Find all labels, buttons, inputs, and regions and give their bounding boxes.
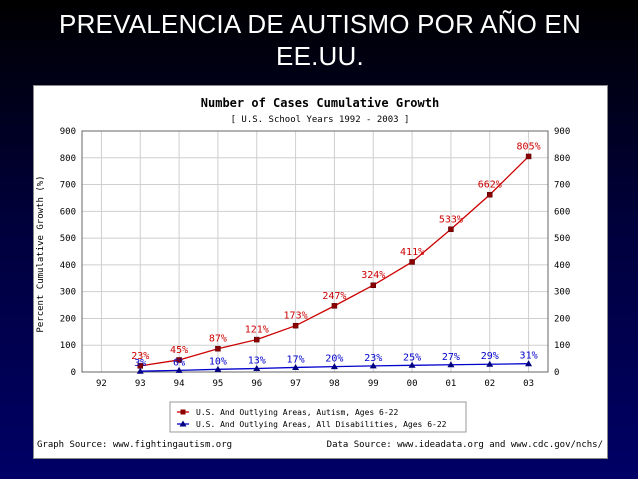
data-label: 533%: [439, 214, 463, 225]
y-tick-label-right: 200: [554, 314, 570, 324]
y-tick-label-right: 700: [554, 181, 570, 191]
y-tick-label-right: 500: [554, 234, 570, 244]
x-tick-label: 97: [290, 379, 301, 389]
series-point: [253, 365, 261, 372]
series-point: [176, 357, 182, 363]
y-tick-label-right: 800: [554, 154, 570, 164]
series-point: [331, 303, 338, 309]
data-label: 805%: [517, 141, 541, 152]
graph-source: Graph Source: www.fightingautism.org: [37, 440, 232, 450]
y-tick-label-left: 0: [71, 368, 76, 378]
data-label: 121%: [245, 325, 269, 336]
y-tick-label-right: 0: [554, 368, 559, 378]
x-tick-label: 95: [212, 379, 223, 389]
x-tick-label: 01: [445, 379, 456, 389]
y-tick-label-right: 300: [554, 288, 570, 298]
series-point: [409, 259, 415, 265]
data-label: 3%: [134, 358, 146, 369]
series-point: [448, 226, 454, 233]
x-tick-label: 93: [135, 379, 146, 389]
legend-box: [169, 401, 467, 433]
data-label: 87%: [209, 334, 227, 345]
data-label: 45%: [170, 345, 188, 356]
legend-entry: U.S. And Outlying Areas, All Disabilitie…: [196, 420, 447, 429]
y-tick-label-left: 600: [60, 207, 76, 217]
y-tick-label-right: 900: [554, 127, 570, 137]
data-label: 247%: [322, 291, 346, 302]
series-point: [408, 361, 416, 368]
y-tick-label-right: 600: [554, 207, 570, 217]
data-label: 25%: [403, 352, 421, 363]
x-tick-label: 94: [174, 379, 185, 389]
legend-marker: [179, 420, 187, 427]
series-point: [292, 363, 300, 370]
data-label: 23%: [364, 353, 382, 364]
chart-panel: Number of Cases Cumulative Growth [ U.S.…: [33, 85, 608, 459]
plot-border: [81, 130, 549, 373]
x-tick-label: 00: [407, 379, 418, 389]
data-label: 411%: [400, 247, 424, 258]
data-label: 23%: [131, 351, 149, 362]
series-point: [370, 282, 376, 288]
series-point: [486, 360, 494, 367]
data-label: 324%: [361, 270, 385, 281]
data-label: 10%: [209, 356, 227, 367]
x-tick-label: 96: [251, 379, 262, 389]
series-point: [330, 363, 338, 370]
series-point: [525, 360, 533, 367]
data-label: 20%: [325, 354, 343, 365]
data-label: 6%: [173, 357, 185, 368]
data-label: 29%: [481, 351, 499, 362]
series-point: [175, 366, 183, 373]
x-tick-label: 03: [523, 379, 534, 389]
data-label: 173%: [284, 311, 308, 322]
data-label: 31%: [520, 351, 538, 362]
y-tick-label-right: 100: [554, 341, 570, 351]
y-tick-label-left: 400: [60, 261, 76, 271]
x-tick-label: 99: [368, 379, 379, 389]
plot-area: [82, 131, 548, 372]
x-tick-label: 02: [484, 379, 495, 389]
data-label: 662%: [478, 180, 502, 191]
legend-marker: [180, 409, 186, 415]
series-point: [487, 191, 493, 198]
y-tick-label-left: 200: [60, 314, 76, 324]
series-point: [136, 367, 144, 374]
data-label: 13%: [248, 356, 266, 367]
cumulative-growth-chart: Number of Cases Cumulative Growth [ U.S.…: [36, 96, 603, 450]
series-point: [369, 362, 377, 369]
series-point: [215, 345, 221, 352]
data-source: Data Source: www.ideadata.org and www.cd…: [327, 440, 603, 450]
chart-title: Number of Cases Cumulative Growth: [201, 96, 439, 110]
y-tick-label-left: 100: [60, 341, 76, 351]
y-tick-label-left: 900: [60, 127, 76, 137]
series-point: [447, 361, 455, 368]
series-point: [254, 336, 260, 343]
y-tick-label-left: 300: [60, 288, 76, 298]
y-tick-label-left: 700: [60, 181, 76, 191]
y-axis-label: Percent Cumulative Growth (%): [36, 175, 46, 332]
y-tick-label-right: 400: [554, 261, 570, 271]
x-tick-label: 92: [96, 379, 107, 389]
x-tick-label: 98: [329, 379, 340, 389]
data-label: 27%: [442, 352, 460, 363]
data-label: 17%: [287, 354, 305, 365]
series-point: [292, 322, 299, 329]
series-point: [525, 153, 532, 160]
chart-subtitle: [ U.S. School Years 1992 - 2003 ]: [231, 115, 410, 125]
series-point: [214, 365, 222, 372]
y-tick-label-left: 800: [60, 154, 76, 164]
slide-title: PREVALENCIA DE AUTISMO POR AÑO EN EE.UU.: [59, 9, 581, 71]
y-tick-label-left: 500: [60, 234, 76, 244]
legend-entry: U.S. And Outlying Areas, Autism, Ages 6-…: [196, 408, 398, 417]
